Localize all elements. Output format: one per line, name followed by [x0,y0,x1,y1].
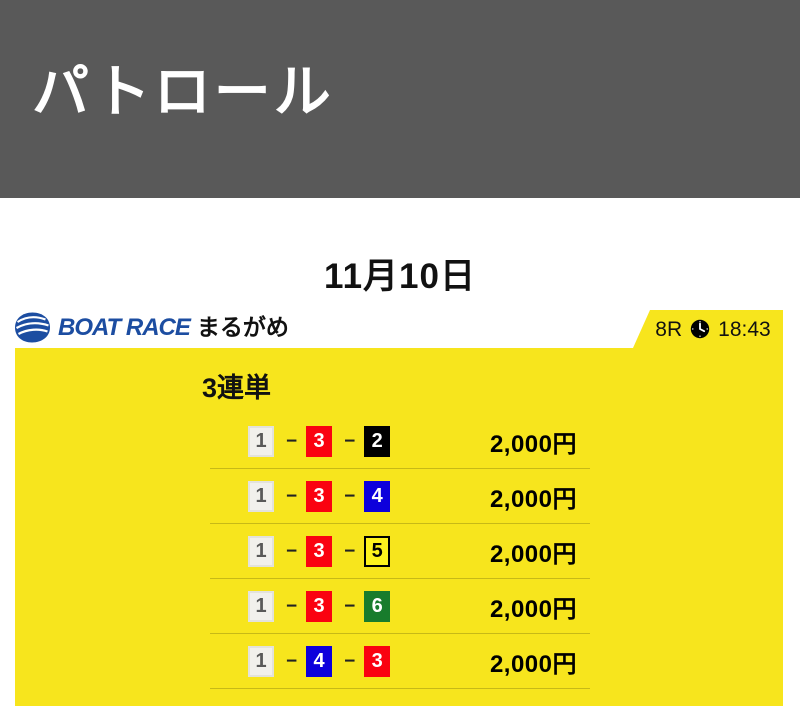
page-title: パトロール [32,60,334,124]
bet-combo: 1 − 3 − 4 [248,480,391,512]
boat-number-box: 3 [306,590,333,622]
bet-combo: 1 − 3 − 6 [248,590,391,622]
boat-number-box: 3 [364,645,391,677]
boat-number-box: 1 [248,645,274,677]
venue-name: まるがめ [196,314,289,340]
bet-row: 1 − 3 − 2 2,000円 [210,414,590,469]
clock-icon [690,319,710,339]
boat-number-box: 4 [364,480,391,512]
bet-row: 1 − 4 − 3 2,000円 [210,634,590,689]
boat-number-box: 1 [248,590,274,622]
bet-row: 1 − 3 − 6 2,000円 [210,579,590,634]
race-info-bar: BOAT RACE まるがめ 8R 18:43 [0,308,800,348]
combo-dash: − [286,430,298,452]
combo-dash: − [344,650,356,672]
bet-row: 1 − 3 − 5 2,000円 [210,524,590,579]
boat-number-box: 1 [248,480,274,512]
boatrace-swirl-icon [14,312,51,343]
boat-number-box: 1 [248,425,274,457]
boat-number-box: 6 [364,590,391,622]
bet-rows: 1 − 3 − 2 2,000円 1 − 3 − 4 2,000円 1 − 3 [210,414,590,689]
boatrace-brand-text: BOAT RACE [58,313,191,341]
boatrace-brand-link[interactable]: BOAT RACE まるがめ [14,312,289,343]
boat-number-box: 4 [306,645,333,677]
bet-combo: 1 − 3 − 5 [248,535,391,567]
bet-amount: 2,000円 [489,430,577,458]
combo-dash: − [286,485,298,507]
boat-number-box: 3 [306,480,333,512]
bet-amount: 2,000円 [489,485,577,513]
bet-result-panel: 3連単 1 − 3 − 2 2,000円 1 − 3 − 4 2,000円 [15,348,783,706]
combo-dash: − [344,595,356,617]
page-header: パトロール [0,0,800,198]
bet-amount: 2,000円 [489,650,577,678]
race-number: 8R [655,317,683,341]
race-deadline-tab: 8R 18:43 [633,310,783,348]
bet-amount: 2,000円 [489,540,577,568]
combo-dash: − [286,650,298,672]
bet-amount: 2,000円 [489,595,577,623]
combo-dash: − [286,595,298,617]
boat-number-box: 5 [364,535,391,567]
bet-row: 1 − 3 − 4 2,000円 [210,469,590,524]
boat-number-box: 2 [364,425,391,457]
combo-dash: − [344,485,356,507]
bet-combo: 1 − 4 − 3 [248,645,391,677]
bet-combo: 1 − 3 − 2 [248,425,391,457]
date-heading: 11月10日 [324,257,476,296]
boat-number-box: 3 [306,425,333,457]
combo-dash: − [344,540,356,562]
combo-dash: − [344,430,356,452]
boat-number-box: 3 [306,535,333,567]
bet-type-label: 3連単 [202,373,272,403]
boat-number-box: 1 [248,535,274,567]
closing-time: 18:43 [718,317,771,341]
combo-dash: − [286,540,298,562]
